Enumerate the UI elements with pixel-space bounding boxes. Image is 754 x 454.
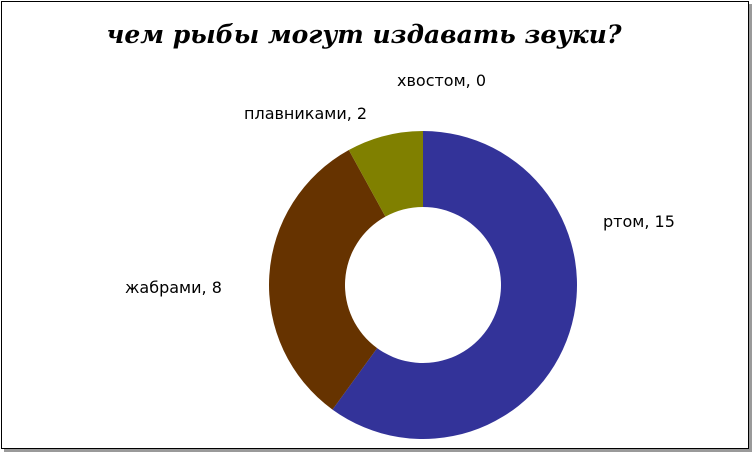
chart-title: чем рыбы могут издавать звуки? [106, 20, 622, 49]
data-label-2: плавниками, 2 [244, 104, 367, 123]
doughnut-chart: ртом, 15 жабрами, 8 плавниками, 2 хвостом, … [125, 71, 675, 439]
data-label-0: ртом, 15 [603, 212, 675, 231]
data-label-3: хвостом, 0 [397, 71, 486, 90]
doughnut-slice-0 [332, 131, 577, 439]
chart-frame: чем рыбы могут издавать звуки? ртом, 15 ж… [1, 1, 749, 449]
data-label-1: жабрами, 8 [125, 278, 222, 297]
doughnut-slice-1 [269, 150, 386, 410]
doughnut-slice-2 [348, 131, 423, 217]
